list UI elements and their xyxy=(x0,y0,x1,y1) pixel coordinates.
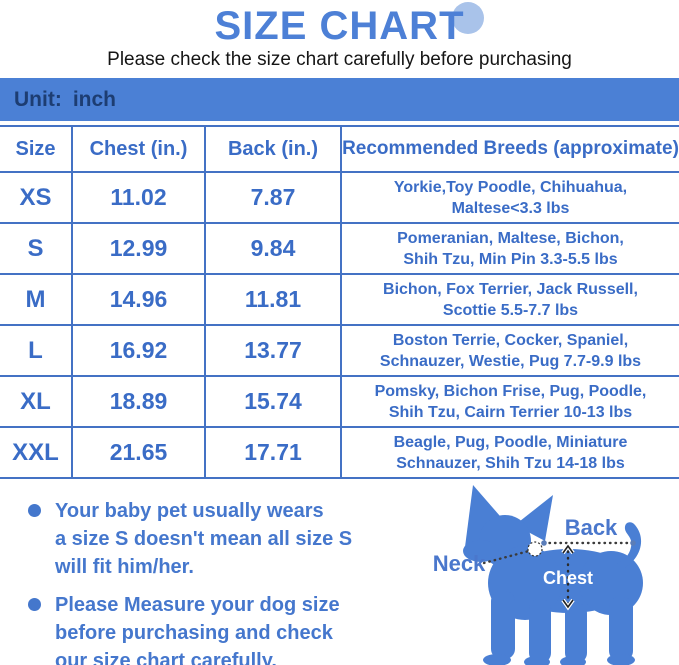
dog-silhouette-icon xyxy=(463,485,643,665)
breeds-value: Pomsky, Bichon Frise, Pug, Poodle, Shih … xyxy=(340,377,679,426)
breeds-value: Boston Terrie, Cocker, Spaniel, Schnauze… xyxy=(340,326,679,375)
note-line: Your baby pet usually wears xyxy=(55,500,324,522)
table-row-xxl: XXL 21.65 17.71 Beagle, Pug, Poodle, Min… xyxy=(0,426,679,477)
back-value: 13.77 xyxy=(204,326,340,375)
size-value: XS xyxy=(19,183,52,211)
size-value: S xyxy=(27,234,44,262)
breeds-line: Scottie 5.5-7.7 lbs xyxy=(442,301,579,319)
collar-marker-icon xyxy=(527,541,543,557)
table-row-l: L 16.92 13.77 Boston Terrie, Cocker, Spa… xyxy=(0,324,679,375)
dog-measurement-diagram: Back Neck Chest xyxy=(429,479,679,665)
chest-value: 11.02 xyxy=(71,173,204,222)
chest-value: 18.89 xyxy=(71,377,204,426)
bullet-icon xyxy=(28,598,41,611)
breeds-value: Pomeranian, Maltese, Bichon, Shih Tzu, M… xyxy=(340,224,679,273)
back-value: 11.81 xyxy=(204,275,340,324)
size-value: L xyxy=(28,336,43,364)
breeds-value: Beagle, Pug, Poodle, Miniature Schnauzer… xyxy=(340,428,679,477)
note-line: our size chart carefully. xyxy=(55,650,277,665)
breeds-value: Yorkie,Toy Poodle, Chihuahua, Maltese<3.… xyxy=(340,173,679,222)
neck-measure-line xyxy=(482,549,531,565)
unit-value: inch xyxy=(72,87,116,111)
note-line: a size S doesn't mean all size S xyxy=(55,528,353,550)
size-value: XL xyxy=(20,387,51,415)
page-title: SIZE CHART xyxy=(214,4,465,48)
breeds-line: Schnauzer, Westie, Pug 7.7-9.9 lbs xyxy=(379,352,642,370)
note-line: will fit him/her. xyxy=(55,556,194,578)
chest-value: 21.65 xyxy=(71,428,204,477)
breeds-line: Shih Tzu, Min Pin 3.3-5.5 lbs xyxy=(403,250,618,268)
col-header-chest: Chest (in.) xyxy=(71,127,204,171)
breeds-line: Maltese<3.3 lbs xyxy=(451,199,570,217)
breeds-line: Yorkie,Toy Poodle, Chihuahua, xyxy=(393,178,628,196)
unit-label: Unit: xyxy=(14,87,62,111)
col-header-size: Size xyxy=(15,137,56,160)
dog-illustration: Back Neck Chest xyxy=(433,485,643,665)
footer-section: Your baby pet usually wears a size S doe… xyxy=(0,479,679,665)
table-row-s: S 12.99 9.84 Pomeranian, Maltese, Bichon… xyxy=(0,222,679,273)
chest-value: 12.99 xyxy=(71,224,204,273)
table-row-m: M 14.96 11.81 Bichon, Fox Terrier, Jack … xyxy=(0,273,679,324)
chest-arrow-up-icon xyxy=(562,544,574,554)
decorative-circle-icon xyxy=(452,2,484,34)
back-value: 15.74 xyxy=(204,377,340,426)
note-text: Please Measure your dog size before purc… xyxy=(55,591,340,665)
back-label: Back xyxy=(565,515,618,540)
note-text: Your baby pet usually wears a size S doe… xyxy=(55,497,352,581)
back-line-end-dot xyxy=(630,540,636,546)
chest-arrow-down-icon xyxy=(562,599,574,609)
breeds-line: Pomsky, Bichon Frise, Pug, Poodle, xyxy=(374,382,647,400)
breeds-value: Bichon, Fox Terrier, Jack Russell, Scott… xyxy=(340,275,679,324)
breeds-line: Shih Tzu, Cairn Terrier 10-13 lbs xyxy=(388,403,633,421)
neck-label: Neck xyxy=(433,551,486,576)
note-line: Please Measure your dog size xyxy=(55,594,340,616)
size-value: XXL xyxy=(12,438,59,466)
title-area: SIZE CHART xyxy=(0,0,679,48)
chest-value: 14.96 xyxy=(71,275,204,324)
table-header-row: Size Chest (in.) Back (in.) Recommended … xyxy=(0,127,679,171)
table-row-xs: XS 11.02 7.87 Yorkie,Toy Poodle, Chihuah… xyxy=(0,171,679,222)
col-header-back: Back (in.) xyxy=(204,127,340,171)
back-value: 9.84 xyxy=(204,224,340,273)
breeds-line: Pomeranian, Maltese, Bichon, xyxy=(397,229,624,247)
unit-bar: Unit: inch xyxy=(0,78,679,121)
note-line: before purchasing and check xyxy=(55,622,333,644)
back-line-start-dot xyxy=(541,540,547,546)
bullet-icon xyxy=(28,504,41,517)
col-header-breeds: Recommended Breeds (approximate) xyxy=(340,127,679,171)
breeds-line: Boston Terrie, Cocker, Spaniel, xyxy=(392,331,629,349)
subtitle: Please check the size chart carefully be… xyxy=(107,49,572,70)
breeds-line: Bichon, Fox Terrier, Jack Russell, xyxy=(383,280,638,298)
size-table: Size Chest (in.) Back (in.) Recommended … xyxy=(0,125,679,479)
chest-label: Chest xyxy=(543,568,593,588)
note-item-1: Your baby pet usually wears a size S doe… xyxy=(28,497,352,581)
breeds-line: Schnauzer, Shih Tzu 14-18 lbs xyxy=(396,454,625,472)
back-value: 17.71 xyxy=(204,428,340,477)
notes-list: Your baby pet usually wears a size S doe… xyxy=(28,497,352,665)
breeds-line: Beagle, Pug, Poodle, Miniature xyxy=(393,433,628,451)
size-value: M xyxy=(25,285,46,313)
chest-value: 16.92 xyxy=(71,326,204,375)
back-value: 7.87 xyxy=(204,173,340,222)
table-row-xl: XL 18.89 15.74 Pomsky, Bichon Frise, Pug… xyxy=(0,375,679,426)
note-item-2: Please Measure your dog size before purc… xyxy=(28,591,352,665)
